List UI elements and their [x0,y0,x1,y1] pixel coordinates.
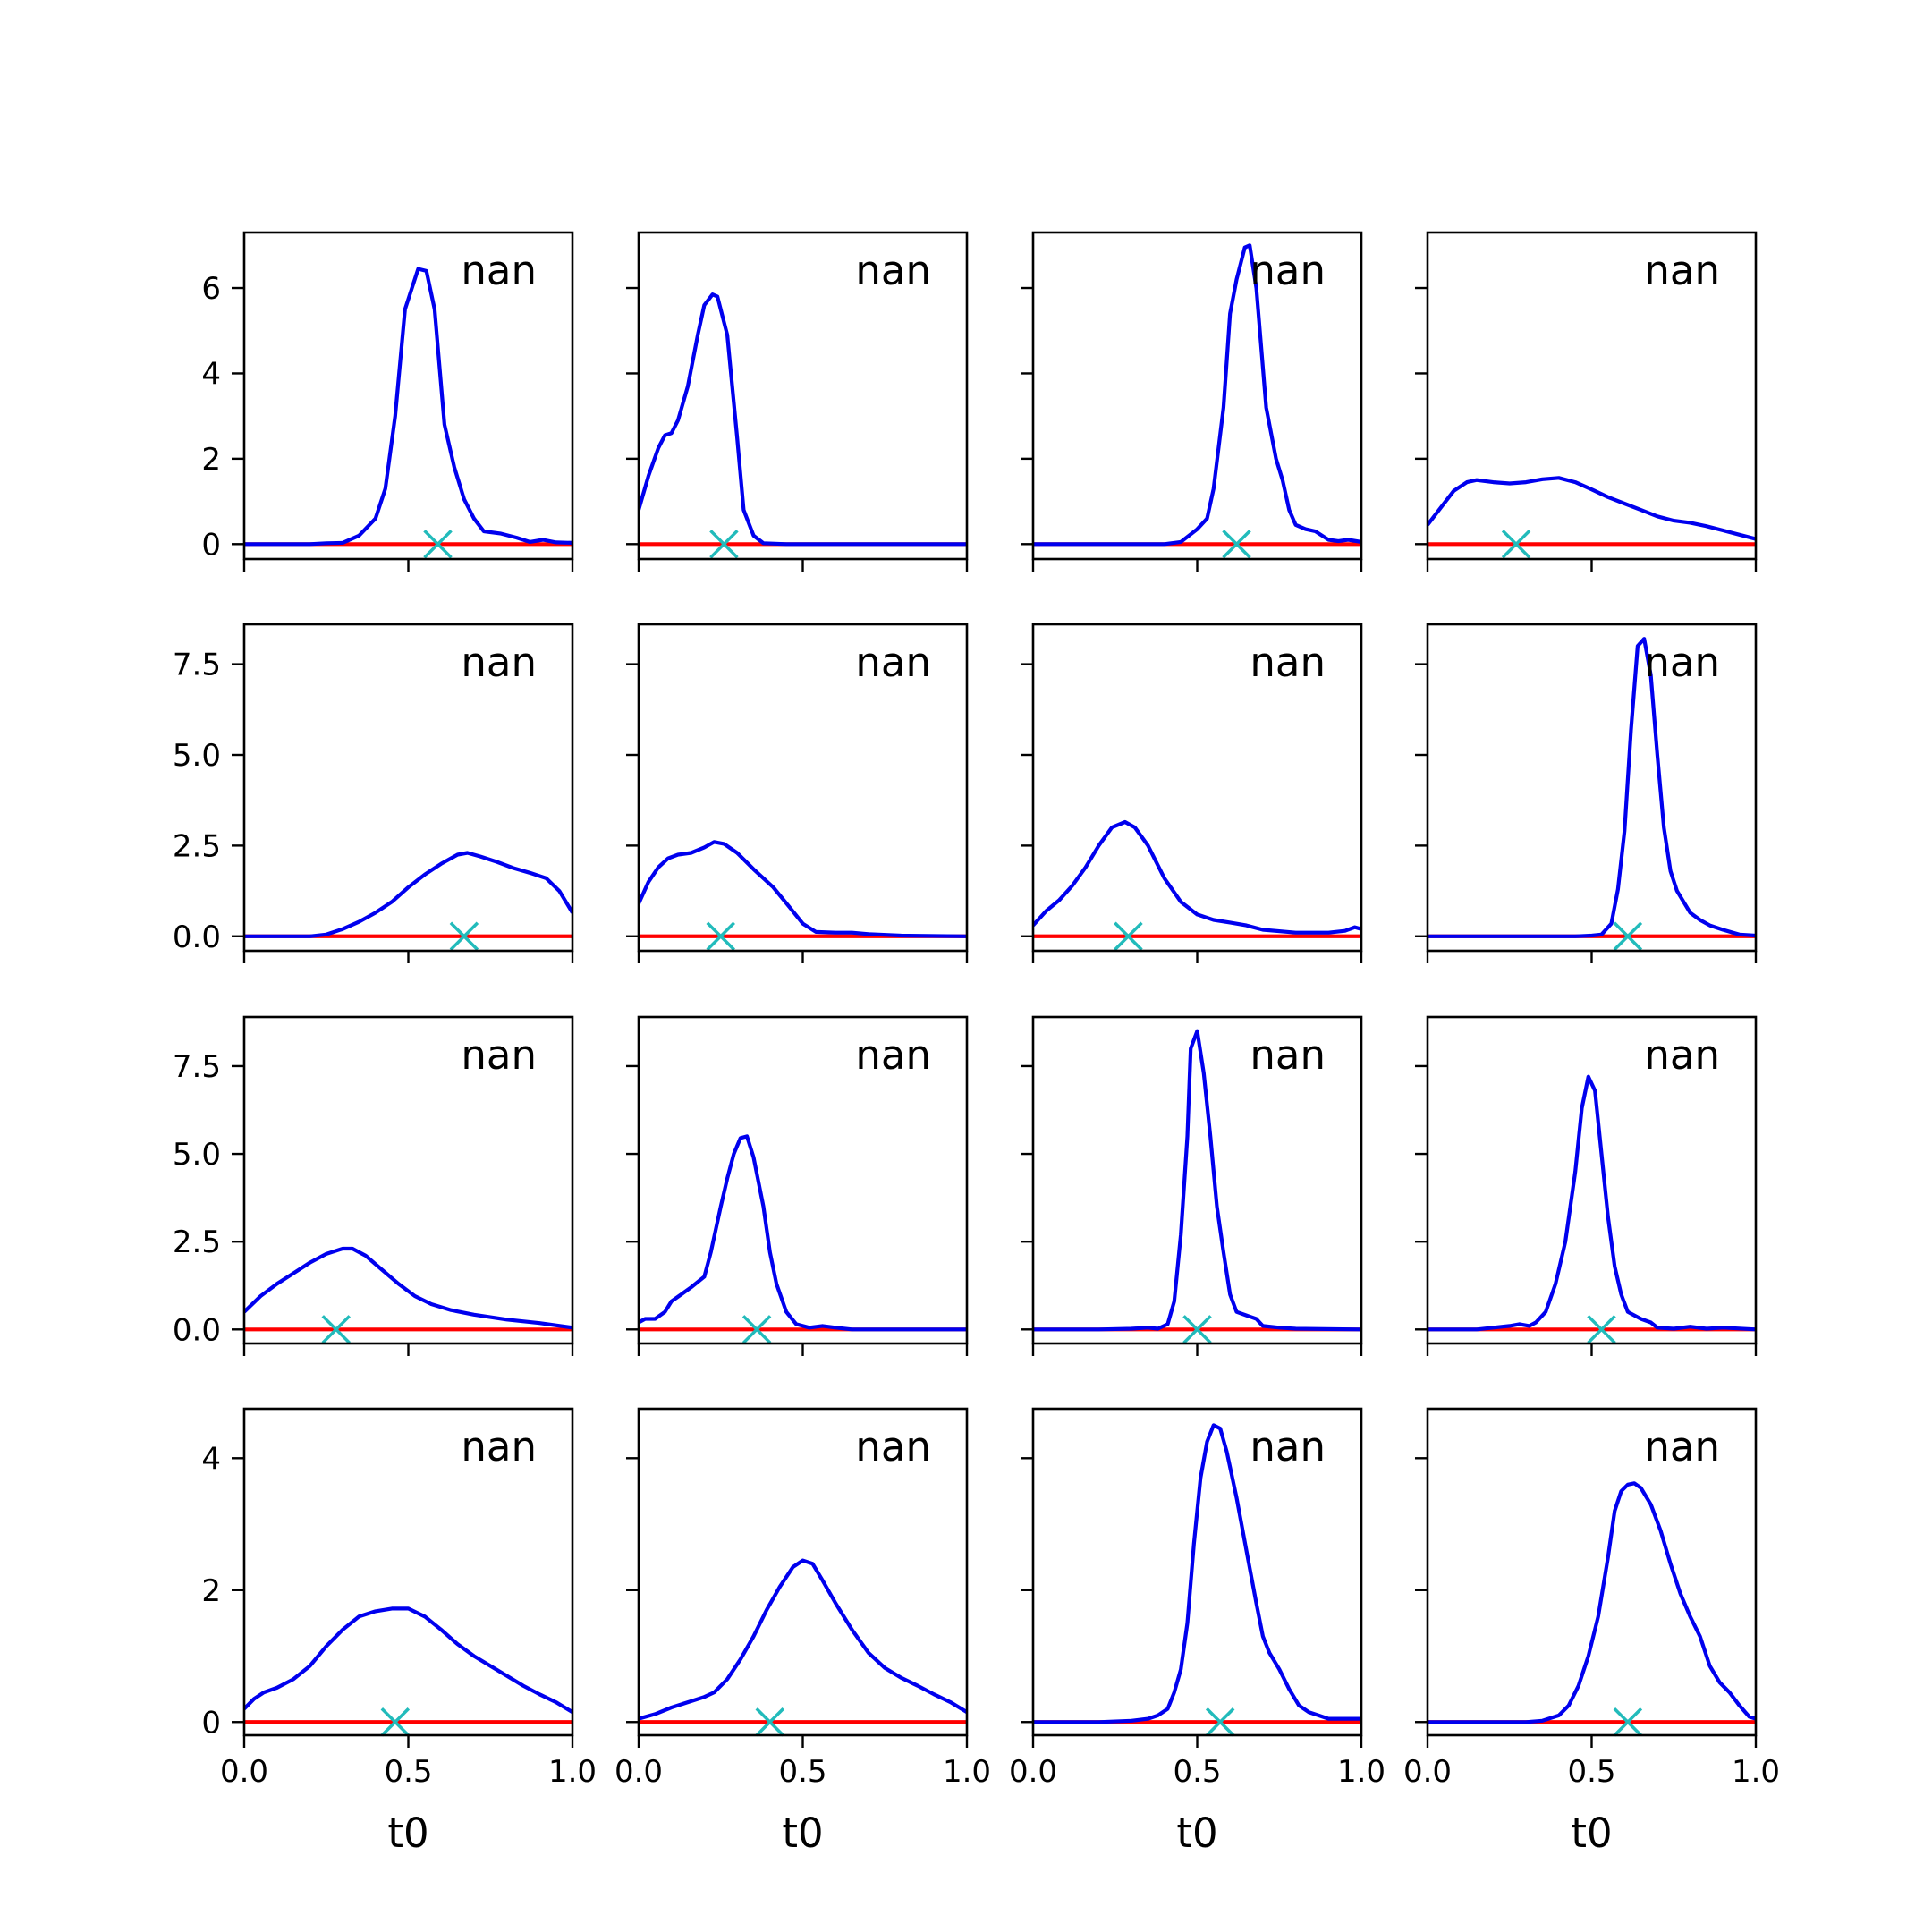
y-tick-label: 2 [201,442,221,478]
corner-label: nan [1644,639,1720,686]
corner-label: nan [1644,1031,1720,1079]
subplot-r3-c1: 0.0 2.5 5.0 7.5 nan [173,1015,574,1356]
y-tick-label: 2.5 [173,828,221,864]
corner-label: nan [855,639,931,686]
marker-x [755,1707,785,1737]
corner-label: nan [1644,247,1720,294]
corner-label: nan [461,247,537,294]
marker-x [1114,921,1143,952]
y-tick-label: 2.5 [173,1224,221,1260]
marker-x [1501,530,1531,559]
x-axis-title: t0 [1176,1809,1217,1857]
density-curve [639,1558,967,1721]
density-curve [1033,1029,1361,1332]
corner-label: nan [1644,1423,1720,1470]
density-curve [1428,1074,1756,1332]
x-tick-label: 0.0 [1403,1754,1452,1790]
x-tick-label: 0.5 [778,1754,826,1790]
subplot-r2-c4: nan [1415,623,1758,963]
y-tick-label: 4 [201,1441,221,1477]
x-tick-label: 0.0 [1009,1754,1057,1790]
corner-label: nan [1250,1031,1326,1079]
corner-label: nan [461,1031,537,1079]
marker-x [1613,921,1643,952]
x-tick-label: 1.0 [548,1754,597,1790]
density-curve [244,267,572,547]
marker-x [423,530,453,559]
x-tick-label: 0.5 [1567,1754,1615,1790]
corner-label: nan [461,1423,537,1470]
y-tick-label: 0.0 [173,1312,221,1348]
corner-label: nan [461,639,537,686]
density-curve [244,1606,572,1714]
y-tick-label: 7.5 [173,648,221,683]
marker-x [449,921,479,952]
subplot-r2-c1: 0.0 2.5 5.0 7.5 nan [173,623,574,963]
marker-x [321,1315,351,1344]
marker-x [709,530,739,559]
corner-label: nan [855,247,931,294]
y-tick-label: 0 [201,527,221,563]
x-axis-title: t0 [782,1809,823,1857]
subplot-r4-c3: 0.0 0.5 1.0 nan t0 [1009,1407,1385,1857]
x-tick-label: 1.0 [1337,1754,1385,1790]
density-curve [244,1246,572,1330]
density-curve [639,292,967,547]
subplot-r4-c4: 0.0 0.5 1.0 nan t0 [1403,1407,1780,1857]
density-curve [639,840,967,938]
subplot-r1-c4: nan [1415,231,1758,572]
y-tick-label: 5.0 [173,1137,221,1173]
density-curve [1033,243,1361,547]
x-tick-label: 1.0 [1732,1754,1780,1790]
y-tick-label: 5.0 [173,738,221,774]
subplot-r2-c2: nan [626,623,969,963]
x-tick-label: 0.5 [1173,1754,1221,1790]
corner-label: nan [855,1031,931,1079]
y-tick-label: 0.0 [173,919,221,955]
marker-x [1613,1707,1643,1737]
subplot-r3-c2: nan [626,1015,969,1356]
subplot-r2-c3: nan [1021,623,1363,963]
y-tick-label: 6 [201,271,221,307]
x-tick-label: 1.0 [943,1754,991,1790]
marker-x [1205,1707,1235,1737]
density-curve [639,1134,967,1332]
x-tick-label: 0.5 [384,1754,432,1790]
marker-x [1587,1315,1616,1344]
y-tick-label: 4 [201,356,221,392]
subplot-r3-c4: nan [1415,1015,1758,1356]
marker-x [1222,530,1251,559]
marker-x [706,921,735,952]
density-curve [244,851,572,938]
density-curve [1428,637,1756,938]
density-curve [1428,1481,1756,1724]
subplot-r4-c2: 0.0 0.5 1.0 nan t0 [614,1407,991,1857]
density-curve [1033,819,1361,935]
x-axis-title: t0 [1571,1809,1612,1857]
y-tick-label: 0 [201,1705,221,1741]
corner-label: nan [1250,247,1326,294]
marker-x [741,1315,772,1344]
subplot-r3-c3: nan [1021,1015,1363,1356]
subplot-r1-c3: nan [1021,231,1363,572]
subplot-r1-c1: 0 2 4 6 nan [201,231,574,572]
x-tick-label: 0.0 [220,1754,268,1790]
density-curve [1033,1423,1361,1724]
corner-label: nan [1250,639,1326,686]
marker-x [380,1707,411,1737]
subplot-r1-c2: nan [626,231,969,572]
marker-x [1182,1315,1212,1344]
corner-label: nan [1250,1423,1326,1470]
corner-label: nan [855,1423,931,1470]
y-tick-label: 7.5 [173,1049,221,1085]
y-tick-label: 2 [201,1573,221,1609]
x-axis-title: t0 [387,1809,428,1857]
density-curve [1428,476,1756,541]
subplot-r4-c1: 0.0 0.5 1.0 0 2 4 nan t0 [201,1407,597,1857]
x-tick-label: 0.0 [614,1754,663,1790]
